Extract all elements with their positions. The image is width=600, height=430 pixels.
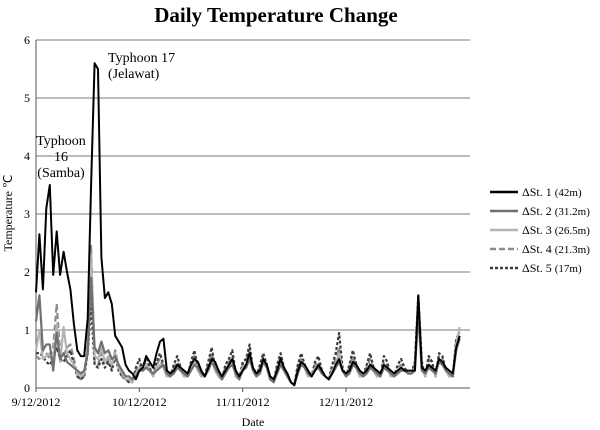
x-tick-label: 10/12/2012 (112, 395, 167, 409)
legend: ΔSt. 1 (42m) ΔSt. 2 (31.2m) ΔSt. 3 (26.5m)… (490, 185, 590, 275)
legend-label-st5: ΔSt. 5 (17m) (522, 261, 582, 275)
gridlines (36, 39, 470, 331)
y-tick-label: 1 (24, 323, 30, 337)
y-tick-label: 2 (24, 265, 30, 279)
series-lines (34, 62, 461, 387)
legend-label-st4: ΔSt. 4 (21.3m) (522, 242, 590, 256)
series-line-st1 (35, 62, 461, 387)
x-axis-ticks: 9/12/2012 10/12/2012 11/11/2012 12/11/2012 (12, 388, 373, 409)
series-line-st2 (34, 276, 461, 387)
y-tick-label: 3 (24, 207, 30, 221)
plot-frame (35, 40, 470, 389)
annotation-typhoon-17: Typhoon 17 (Jelawat) (108, 51, 175, 82)
y-tick-label: 5 (24, 91, 30, 105)
y-tick-label: 0 (24, 381, 30, 395)
chart-title: Daily Temperature Change (154, 3, 397, 27)
legend-label-st1: ΔSt. 1 (42m) (522, 185, 582, 199)
y-axis-ticks: 0 1 2 3 4 5 6 (24, 33, 30, 395)
y-tick-label: 6 (24, 33, 30, 47)
legend-label-st3: ΔSt. 3 (26.5m) (522, 223, 590, 237)
annotation-typhoon-16: Typhoon 16 (Samba) (36, 134, 86, 181)
x-tick-label: 11/11/2012 (216, 395, 270, 409)
x-tick-label: 12/11/2012 (319, 395, 373, 409)
x-tick-label: 9/12/2012 (12, 395, 61, 409)
x-axis-label: Date (242, 415, 265, 429)
y-tick-label: 4 (24, 149, 30, 163)
legend-label-st2: ΔSt. 2 (31.2m) (522, 204, 590, 218)
y-axis-label: Temperature ℃ (1, 175, 15, 252)
annotations: Typhoon 16 (Samba) Typhoon 17 (Jelawat) (36, 51, 175, 181)
